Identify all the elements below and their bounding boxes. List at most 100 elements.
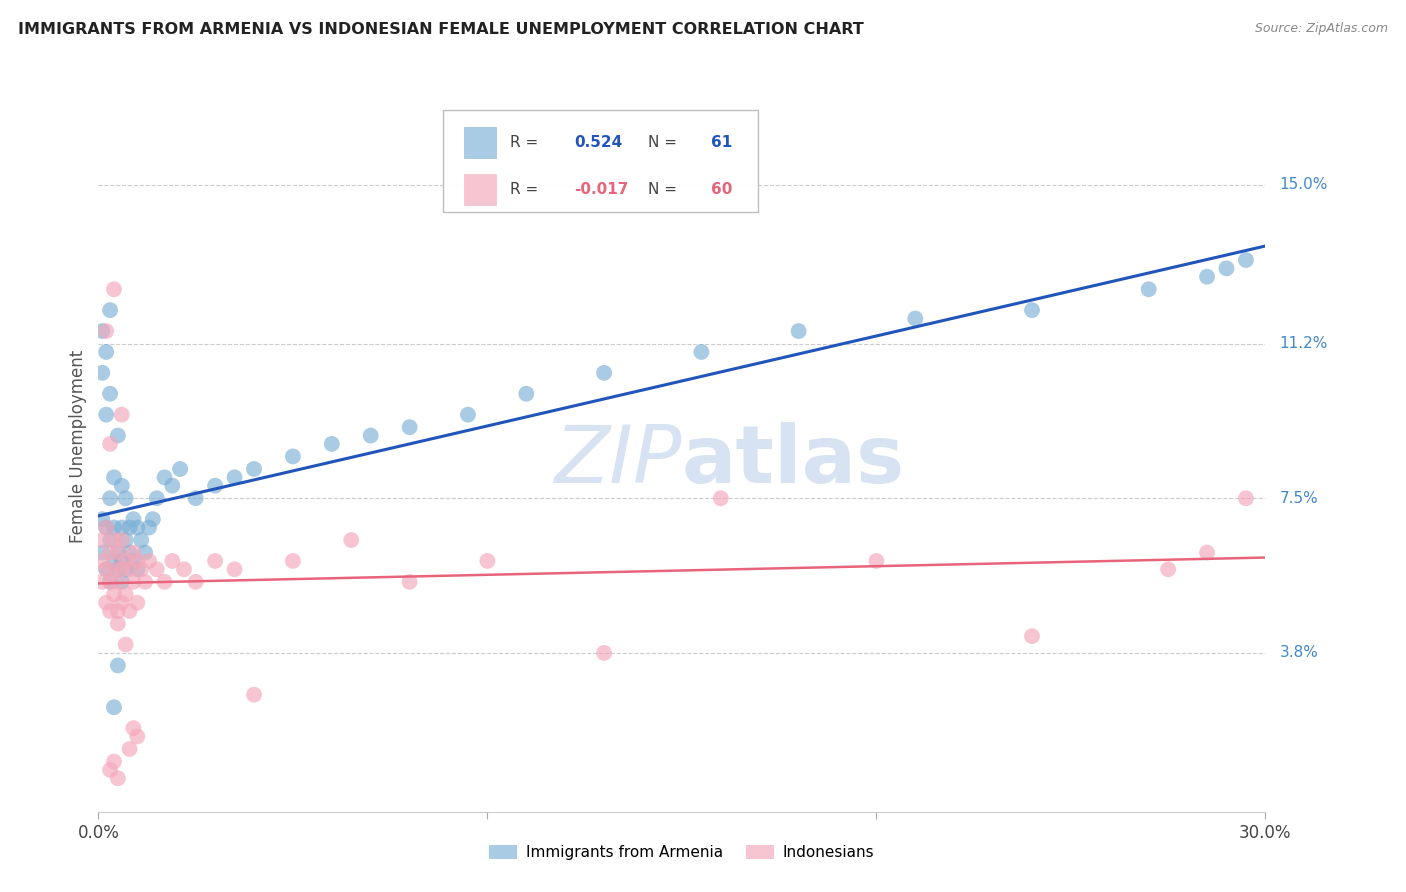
- Text: N =: N =: [648, 135, 682, 150]
- Point: [107, 772, 129, 786]
- Point: [340, 533, 363, 547]
- Text: Source: ZipAtlas.com: Source: ZipAtlas.com: [1254, 22, 1388, 36]
- Point: [103, 282, 125, 296]
- Point: [103, 755, 125, 769]
- Point: [360, 428, 382, 442]
- Point: [184, 491, 207, 506]
- Point: [91, 512, 114, 526]
- Point: [98, 491, 121, 506]
- Point: [111, 408, 134, 422]
- Point: [91, 574, 114, 589]
- Point: [91, 324, 114, 338]
- Point: [111, 562, 134, 576]
- Point: [111, 479, 134, 493]
- Point: [138, 554, 160, 568]
- Point: [96, 408, 118, 422]
- Point: [146, 562, 169, 576]
- Point: [118, 562, 141, 576]
- Point: [103, 554, 125, 568]
- Point: [91, 554, 114, 568]
- Point: [107, 574, 129, 589]
- Point: [111, 554, 134, 568]
- Point: [710, 491, 733, 506]
- Point: [96, 520, 118, 534]
- Text: atlas: atlas: [682, 422, 905, 500]
- Point: [107, 604, 129, 618]
- Point: [134, 545, 156, 559]
- Point: [129, 533, 152, 547]
- Point: [127, 730, 149, 744]
- Point: [224, 562, 246, 576]
- Point: [96, 562, 118, 576]
- Point: [865, 554, 887, 568]
- Point: [243, 462, 266, 476]
- Point: [1215, 261, 1237, 276]
- Text: 60: 60: [711, 182, 733, 197]
- Point: [129, 562, 152, 576]
- Point: [477, 554, 499, 568]
- Point: [96, 562, 118, 576]
- Point: [134, 574, 156, 589]
- Point: [107, 545, 129, 559]
- Point: [103, 520, 125, 534]
- Legend: Immigrants from Armenia, Indonesians: Immigrants from Armenia, Indonesians: [484, 838, 880, 866]
- Point: [114, 554, 136, 568]
- Point: [98, 574, 121, 589]
- Point: [153, 470, 176, 484]
- Point: [224, 470, 246, 484]
- Point: [321, 437, 343, 451]
- Point: [127, 562, 149, 576]
- Point: [114, 533, 136, 547]
- Point: [98, 763, 121, 777]
- Point: [98, 437, 121, 451]
- Point: [142, 512, 165, 526]
- Text: 11.2%: 11.2%: [1279, 336, 1327, 351]
- Text: ZIP: ZIP: [554, 422, 682, 500]
- Point: [1195, 269, 1218, 284]
- Point: [98, 533, 121, 547]
- Point: [114, 587, 136, 601]
- Point: [169, 462, 191, 476]
- Point: [122, 554, 145, 568]
- Text: 0.524: 0.524: [575, 135, 623, 150]
- Point: [107, 428, 129, 442]
- Point: [98, 303, 121, 318]
- Point: [103, 533, 125, 547]
- Point: [122, 721, 145, 735]
- Point: [122, 574, 145, 589]
- Point: [515, 386, 537, 401]
- Bar: [464, 127, 496, 158]
- Point: [103, 562, 125, 576]
- Point: [98, 604, 121, 618]
- Point: [107, 562, 129, 576]
- Point: [103, 470, 125, 484]
- Point: [1195, 545, 1218, 559]
- Point: [398, 420, 420, 434]
- Point: [114, 562, 136, 576]
- Point: [103, 587, 125, 601]
- Text: 3.8%: 3.8%: [1279, 646, 1319, 660]
- Point: [118, 604, 141, 618]
- Bar: [464, 174, 496, 204]
- Point: [122, 512, 145, 526]
- Text: -0.017: -0.017: [575, 182, 628, 197]
- Point: [96, 345, 118, 359]
- Point: [96, 324, 118, 338]
- Point: [162, 479, 184, 493]
- Point: [96, 520, 118, 534]
- Point: [281, 554, 304, 568]
- Point: [1234, 491, 1257, 506]
- Point: [122, 545, 145, 559]
- Text: 15.0%: 15.0%: [1279, 178, 1327, 193]
- Text: IMMIGRANTS FROM ARMENIA VS INDONESIAN FEMALE UNEMPLOYMENT CORRELATION CHART: IMMIGRANTS FROM ARMENIA VS INDONESIAN FE…: [18, 22, 865, 37]
- Point: [127, 596, 149, 610]
- Text: 61: 61: [711, 135, 733, 150]
- Point: [114, 491, 136, 506]
- Point: [118, 520, 141, 534]
- Point: [1021, 303, 1043, 318]
- Point: [904, 311, 927, 326]
- Point: [1137, 282, 1160, 296]
- Point: [138, 520, 160, 534]
- Point: [1157, 562, 1180, 576]
- Point: [98, 574, 121, 589]
